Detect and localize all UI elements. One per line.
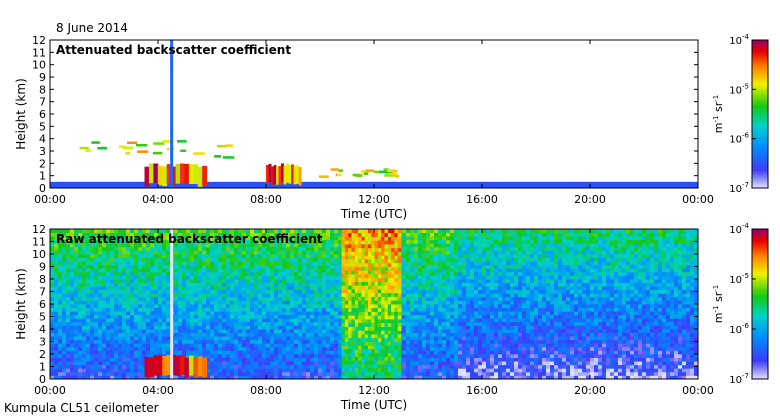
x-tick-label: 12:00	[358, 384, 390, 397]
feature-cloud	[266, 163, 302, 186]
colorbar-tick-label: 10-7	[729, 181, 749, 195]
x-axis-label: Time (UTC)	[340, 207, 407, 221]
y-tick-label: 10	[32, 248, 46, 261]
y-tick-label: 6	[39, 298, 46, 311]
x-tick-label: 04:00	[142, 193, 174, 206]
colorbar-tick-label: 10-6	[729, 132, 749, 146]
plot-area	[50, 40, 698, 188]
x-tick-label: 16:00	[466, 193, 498, 206]
feature-low-cloud	[144, 354, 208, 378]
x-tick-label: 20:00	[574, 193, 606, 206]
feature-cloud-layer	[319, 168, 400, 178]
y-tick-label: 5	[39, 311, 46, 324]
y-tick-label: 3	[39, 145, 46, 158]
colorbar-tick-label: 10-7	[729, 372, 749, 386]
panel-2: Raw attenuated backscatter coefficient01…	[14, 222, 769, 412]
y-tick-label: 4	[39, 323, 46, 336]
y-tick-label: 7	[39, 96, 46, 109]
y-axis-label: Height (km)	[14, 268, 28, 339]
y-tick-label: 1	[39, 170, 46, 183]
y-tick-label: 1	[39, 361, 46, 374]
x-axis-label: Time (UTC)	[340, 398, 407, 412]
feature-low-cloud	[144, 163, 208, 187]
y-tick-label: 0	[39, 182, 46, 195]
x-tick-label: 16:00	[466, 384, 498, 397]
date-label: 8 June 2014	[56, 21, 128, 35]
x-tick-label: 12:00	[358, 193, 390, 206]
colorbar-tick-label: 10-5	[729, 272, 749, 286]
panel-title: Raw attenuated backscatter coefficient	[56, 232, 323, 246]
x-tick-label: 00:00	[34, 384, 66, 397]
y-tick-label: 2	[39, 157, 46, 170]
feature-high-noise	[341, 229, 402, 380]
y-tick-label: 4	[39, 133, 46, 146]
x-tick-label: 00:00	[682, 193, 714, 206]
colorbar	[751, 228, 769, 380]
colorbar-tick-label: 10-4	[729, 222, 749, 236]
vertical-streak	[170, 229, 174, 379]
x-tick-label: 00:00	[34, 193, 66, 206]
y-axis-label: Height (km)	[14, 78, 28, 149]
colorbar	[751, 39, 769, 189]
y-tick-label: 5	[39, 120, 46, 133]
colorbar-tick-label: 10-4	[729, 33, 749, 47]
y-tick-label: 9	[39, 71, 46, 84]
x-tick-label: 04:00	[142, 384, 174, 397]
y-tick-label: 12	[32, 34, 46, 47]
y-tick-label: 12	[32, 223, 46, 236]
y-tick-label: 11	[32, 46, 46, 59]
x-tick-label: 20:00	[574, 384, 606, 397]
y-tick-label: 8	[39, 273, 46, 286]
colorbar-unit-label: m-1 sr-1	[712, 95, 725, 133]
panel-1: Attenuated backscatter coefficient012345…	[14, 33, 769, 221]
y-tick-label: 3	[39, 336, 46, 349]
colorbar-tick-label: 10-6	[729, 322, 749, 336]
x-tick-label: 08:00	[250, 384, 282, 397]
y-tick-label: 9	[39, 261, 46, 274]
y-tick-label: 10	[32, 59, 46, 72]
vertical-streak	[170, 40, 174, 188]
panel-title: Attenuated backscatter coefficient	[56, 43, 291, 57]
y-tick-label: 8	[39, 83, 46, 96]
colorbar-tick-label: 10-5	[729, 82, 749, 96]
y-tick-label: 6	[39, 108, 46, 121]
colorbar-unit-label: m-1 sr-1	[712, 285, 725, 323]
x-tick-label: 08:00	[250, 193, 282, 206]
y-tick-label: 2	[39, 348, 46, 361]
y-tick-label: 7	[39, 286, 46, 299]
x-tick-label: 00:00	[682, 384, 714, 397]
station-label: Kumpula CL51 ceilometer	[4, 401, 159, 415]
y-tick-label: 0	[39, 373, 46, 386]
y-tick-label: 11	[32, 236, 46, 249]
